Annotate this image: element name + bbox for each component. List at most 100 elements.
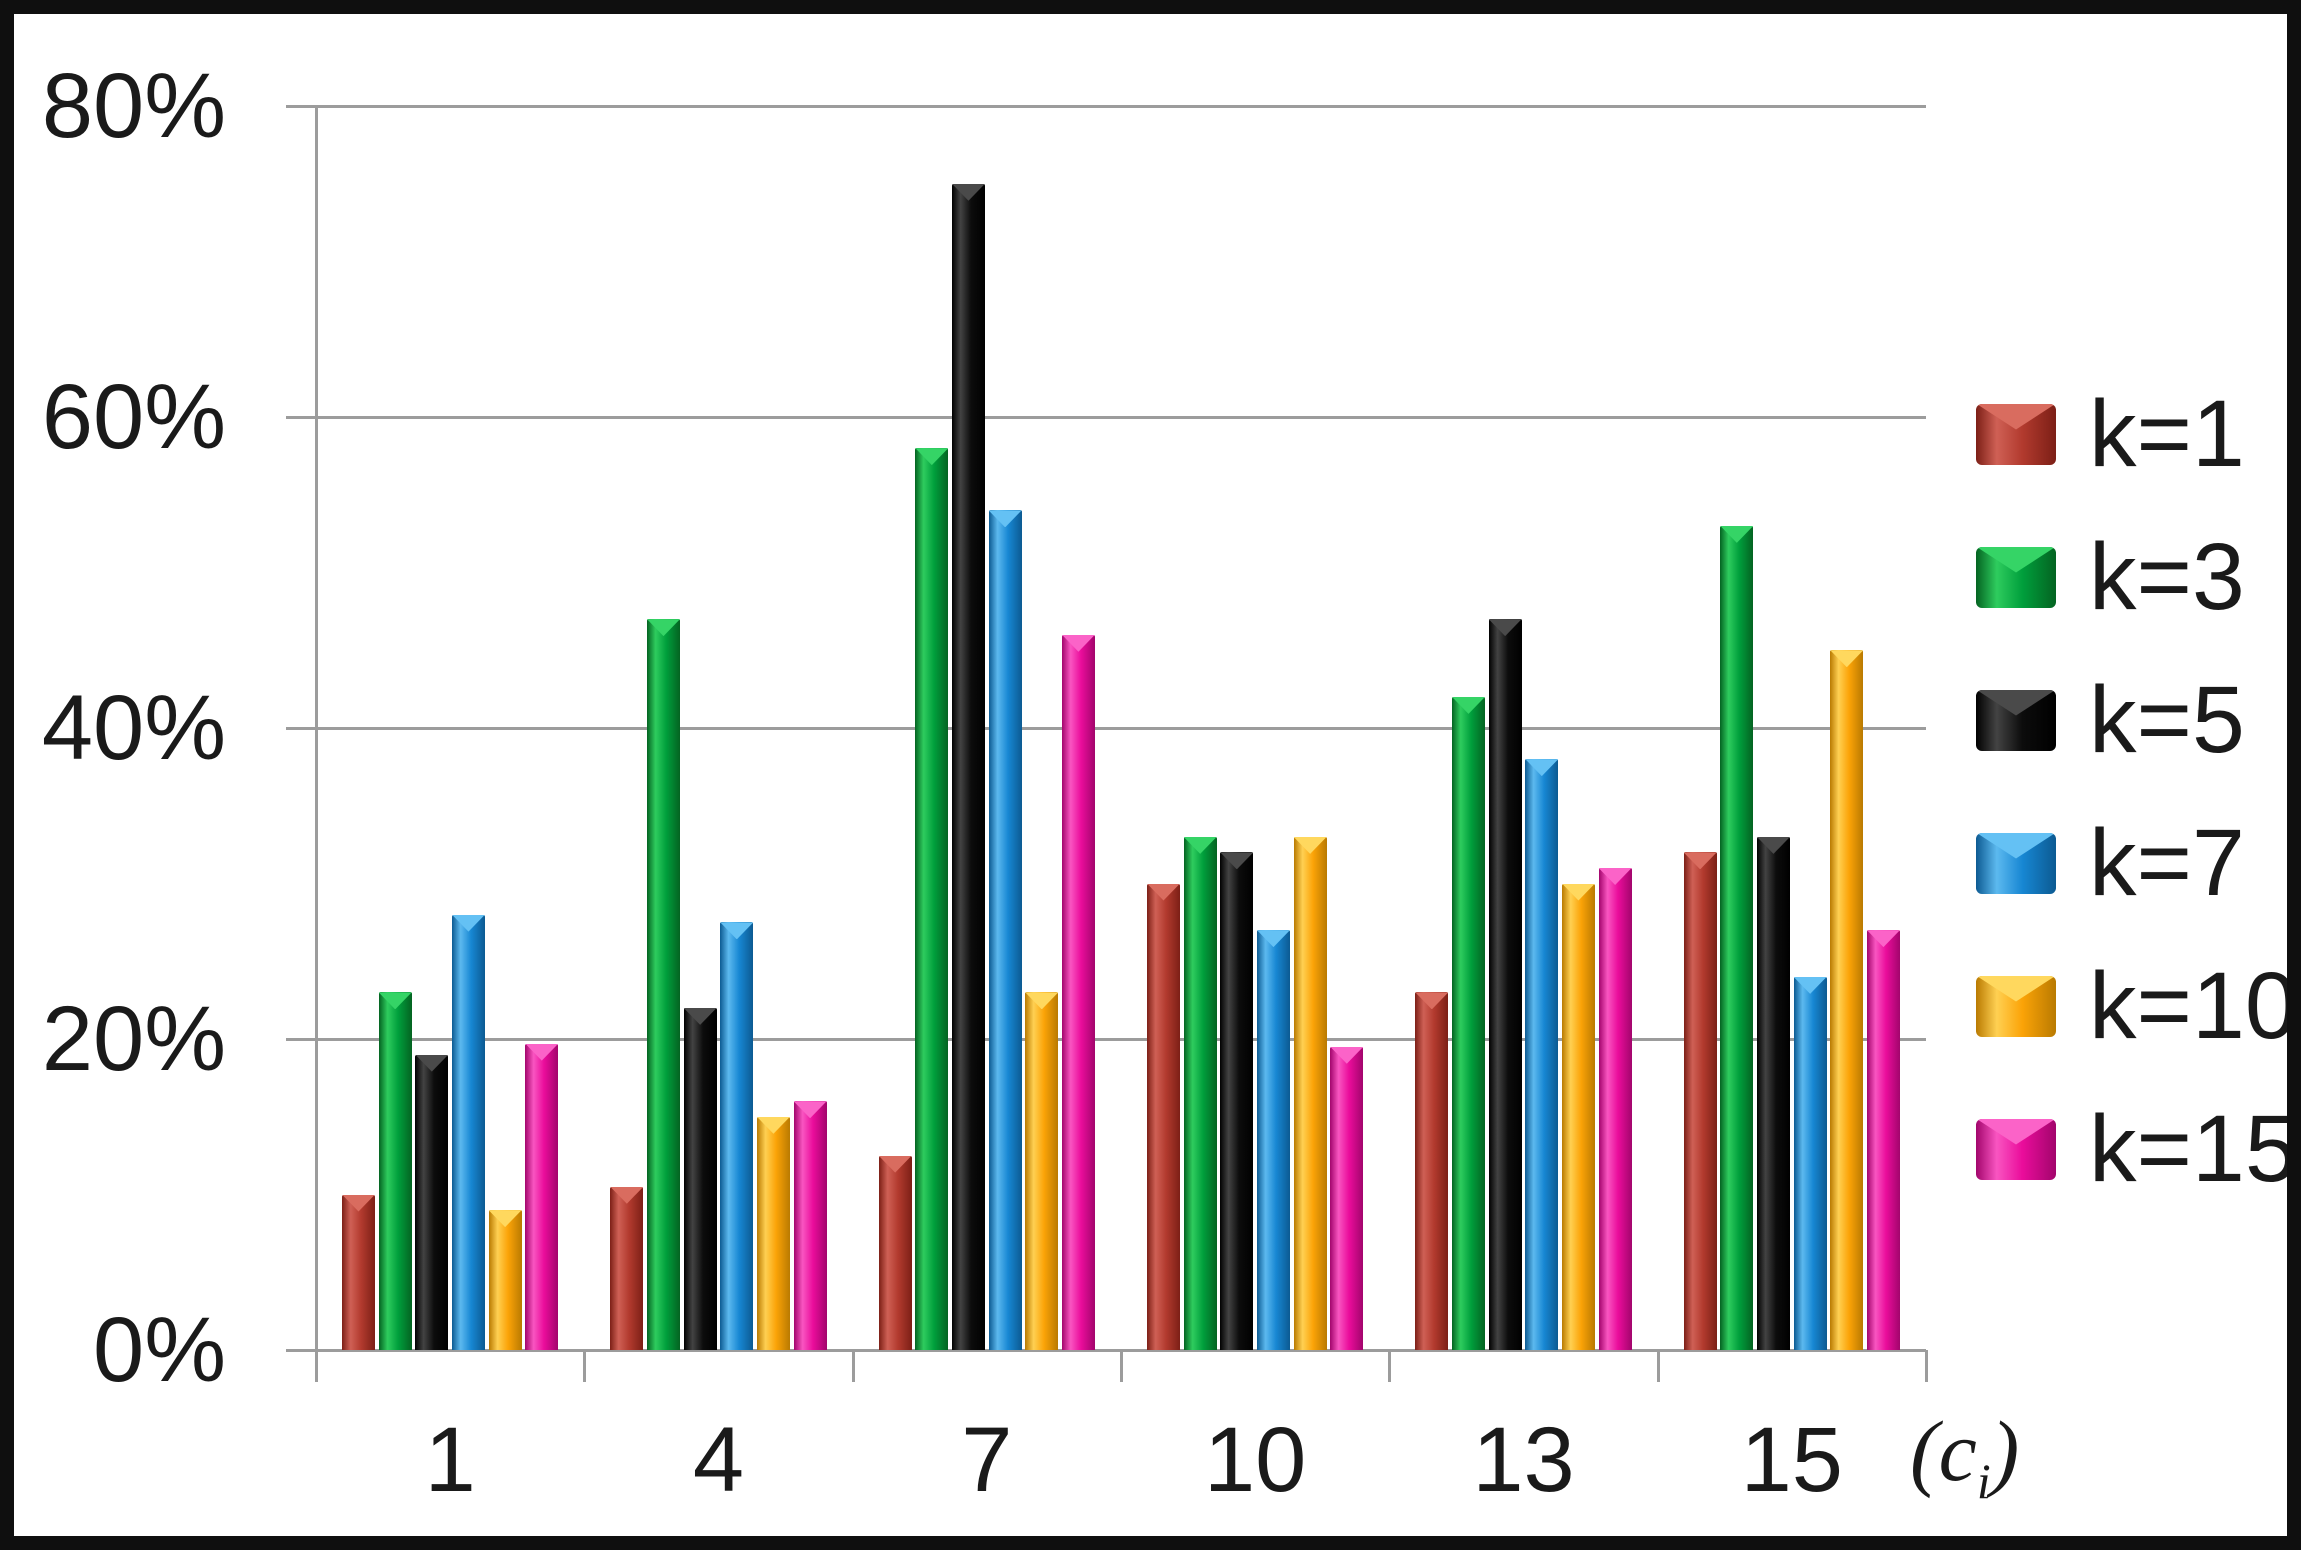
bar-k=1-cat-13 [1415, 992, 1449, 1350]
legend-item-k=7: k=7 [1976, 810, 2245, 916]
bar-cap-highlight [1183, 836, 1217, 854]
bar-cap-highlight [1683, 852, 1717, 870]
bar-cap-highlight [342, 1194, 375, 1212]
legend-swatch-k=1 [1976, 403, 2056, 465]
bar-cap-highlight [1720, 525, 1754, 543]
legend-swatch-highlight [1976, 546, 2056, 573]
bar-cap-highlight [451, 914, 485, 932]
bar-k=15-cat-4 [793, 1101, 827, 1350]
legend-swatch-k=7 [1976, 832, 2056, 894]
gridline-60 [286, 415, 1926, 419]
y-axis-label-0%: 0% [93, 1299, 226, 1401]
bar-k=1-cat-10 [1147, 883, 1180, 1350]
bar-k=10-cat-13 [1561, 883, 1595, 1350]
x-axis-tick [1388, 1350, 1392, 1382]
bar-k=10-cat-1 [488, 1210, 522, 1350]
bar-k=7-cat-7 [988, 510, 1022, 1350]
bar-k=5-cat-4 [683, 1007, 717, 1350]
bar-k=1-cat-4 [610, 1186, 644, 1350]
bar-k=7-cat-15 [1793, 976, 1827, 1350]
bar-cap-highlight [1330, 1046, 1364, 1064]
bar-cap-highlight [1220, 852, 1254, 870]
bar-k=3-cat-7 [915, 448, 949, 1350]
gridline-40 [286, 726, 1926, 730]
bar-cap-highlight [1756, 836, 1790, 854]
legend-swatch-k=3 [1976, 546, 2056, 608]
x-axis-label-13: 13 [1472, 1409, 1575, 1511]
x-axis-tick [1656, 1350, 1660, 1382]
bar-cap-highlight [1025, 992, 1059, 1010]
x-axis-tick [1120, 1350, 1123, 1382]
bar-k=5-cat-15 [1756, 836, 1790, 1350]
legend-swatch-highlight [1976, 975, 2056, 1002]
bar-cap-highlight [1598, 867, 1632, 885]
bar-k=10-cat-15 [1830, 650, 1864, 1350]
gridline-0 [286, 1348, 1926, 1352]
bar-cap-highlight [415, 1054, 449, 1072]
gridline-20 [286, 1037, 1926, 1041]
bar-cap-highlight [1793, 976, 1827, 994]
bar-k=15-cat-7 [1061, 634, 1095, 1350]
bar-cap-highlight [1488, 619, 1522, 637]
x-axis-tick [583, 1350, 587, 1382]
x-axis-label-4: 4 [692, 1409, 745, 1511]
bar-cap-highlight [1147, 883, 1180, 901]
bar-group-10 [1121, 106, 1389, 1350]
bar-k=7-cat-1 [451, 914, 485, 1350]
bar-cap-highlight [951, 183, 985, 201]
bar-k=10-cat-4 [756, 1116, 790, 1350]
bar-k=7-cat-10 [1256, 930, 1290, 1350]
legend-swatch-highlight [1976, 689, 2056, 716]
x-axis-tick [851, 1350, 855, 1382]
x-axis-title: (ci) [1910, 1396, 2170, 1507]
bar-group-13 [1389, 106, 1657, 1350]
bar-cap-highlight [1830, 650, 1864, 668]
bar-cap-highlight [915, 448, 949, 466]
bar-group-4 [584, 106, 852, 1350]
plot-area [286, 104, 1928, 1382]
legend-label-k=1: k=1 [2089, 380, 2245, 487]
legend-item-k=5: k=5 [1976, 667, 2245, 773]
bar-group-1 [316, 106, 584, 1350]
legend-item-k=1: k=1 [1976, 381, 2245, 487]
legend-label-k=5: k=5 [2089, 666, 2245, 773]
bar-cap-highlight [756, 1116, 790, 1134]
legend-label-k=3: k=3 [2089, 523, 2245, 630]
y-axis-label-20%: 20% [41, 988, 226, 1090]
x-axis-title-pre: (c [1910, 1403, 1977, 1499]
bar-k=3-cat-4 [646, 619, 680, 1350]
bar-cap-highlight [488, 1210, 522, 1228]
bar-cap-highlight [1061, 634, 1095, 652]
bar-cap-highlight [1293, 836, 1327, 854]
legend-swatch-k=5 [1976, 689, 2056, 751]
y-axis-label-40%: 40% [41, 677, 226, 779]
bar-cap-highlight [1415, 992, 1449, 1010]
bar-cap-highlight [378, 992, 412, 1010]
bar-k=15-cat-1 [525, 1043, 559, 1350]
bar-k=7-cat-13 [1525, 759, 1559, 1350]
bar-k=15-cat-10 [1330, 1046, 1364, 1350]
legend-swatch-highlight [1976, 1118, 2056, 1145]
bar-k=3-cat-15 [1720, 525, 1754, 1350]
bar-k=3-cat-13 [1451, 696, 1485, 1350]
bar-cap-highlight [1561, 883, 1595, 901]
bar-cap-highlight [1866, 930, 1900, 948]
y-axis-label-60%: 60% [41, 366, 226, 468]
bar-cap-highlight [720, 922, 754, 940]
legend-label-k=7: k=7 [2089, 809, 2245, 916]
legend-swatch-k=10 [1976, 975, 2056, 1037]
bar-cap-highlight [988, 510, 1022, 528]
bar-cap-highlight [793, 1101, 827, 1119]
bar-k=1-cat-7 [878, 1155, 912, 1350]
bar-k=5-cat-7 [951, 183, 985, 1350]
x-axis-label-10: 10 [1203, 1409, 1307, 1511]
x-axis-label-15: 15 [1740, 1409, 1843, 1511]
bar-group-7 [853, 106, 1121, 1350]
bar-k=5-cat-1 [415, 1054, 449, 1350]
bar-k=3-cat-10 [1183, 836, 1217, 1350]
bar-k=1-cat-15 [1683, 852, 1717, 1350]
x-axis-title-post: ) [1990, 1403, 2020, 1499]
bar-k=15-cat-15 [1866, 930, 1900, 1350]
bar-cap-highlight [1525, 759, 1559, 777]
bar-cap-highlight [878, 1155, 912, 1173]
